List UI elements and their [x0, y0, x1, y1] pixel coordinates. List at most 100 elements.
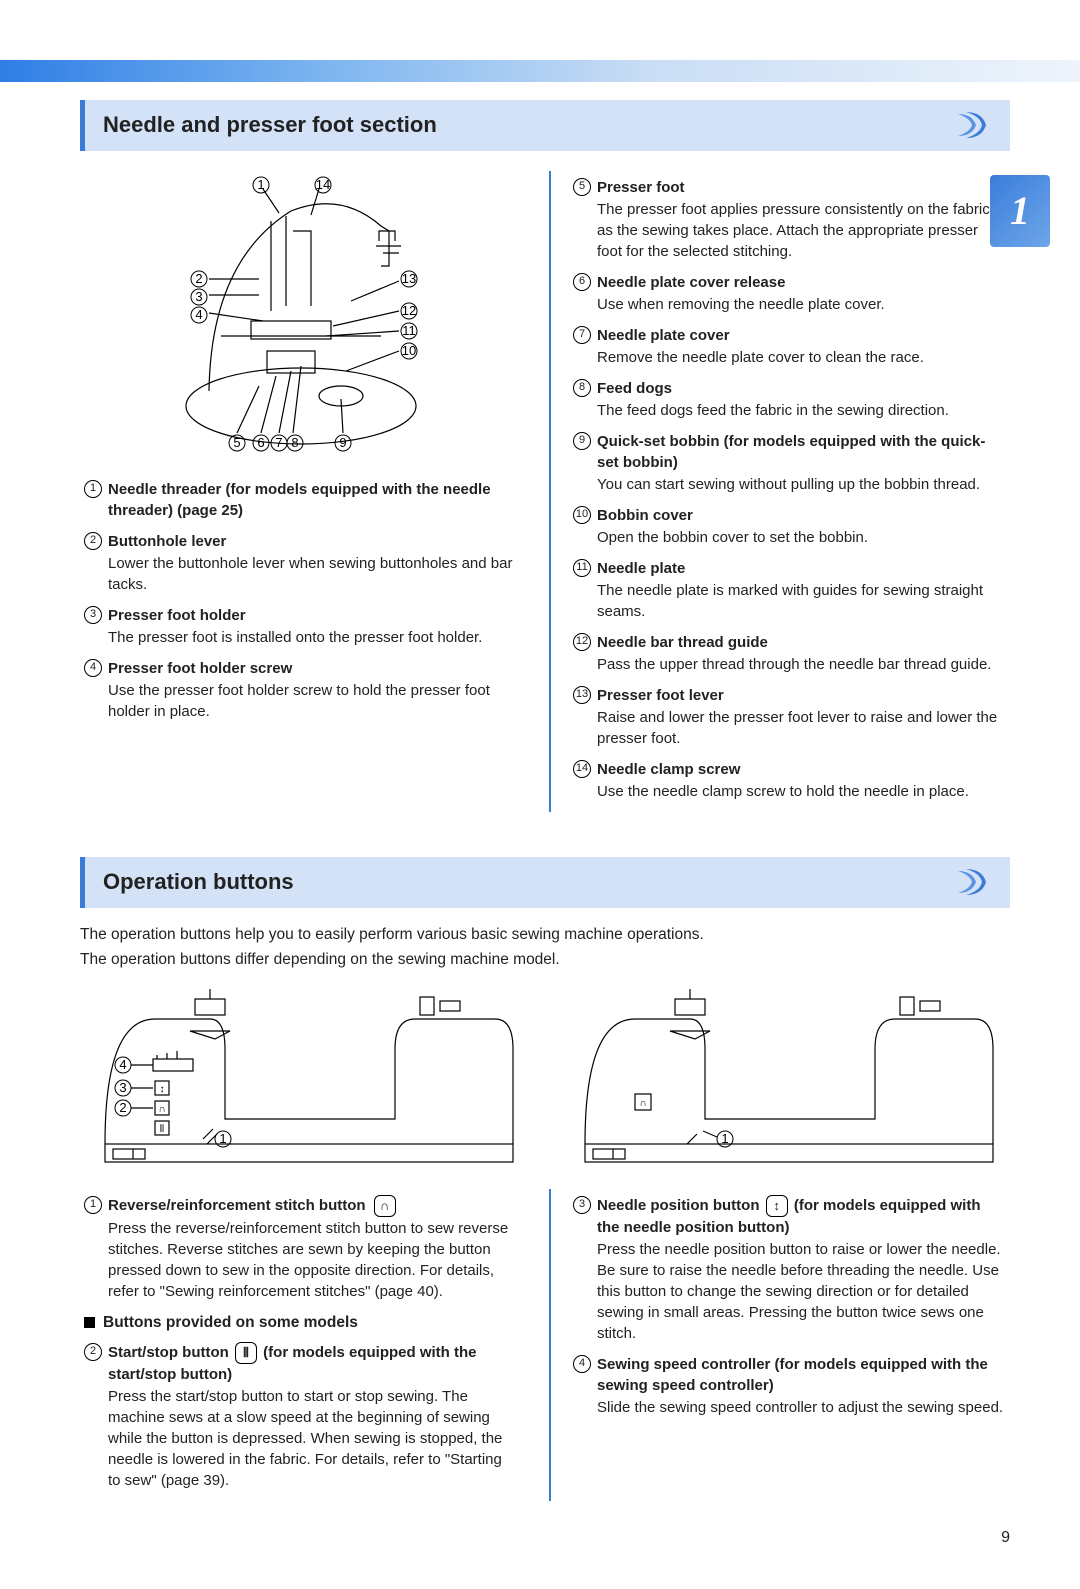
def-title: Needle clamp screw — [597, 759, 740, 780]
def-title: Bobbin cover — [597, 505, 693, 526]
def-body: Slide the sewing speed controller to adj… — [597, 1397, 1006, 1418]
def-title: Needle plate cover release — [597, 272, 785, 293]
operation-intro-2: The operation buttons differ depending o… — [80, 949, 1010, 971]
callout-num: 8 — [573, 379, 591, 397]
reverse-stitch-icon: ∩ — [374, 1195, 396, 1217]
def-title: Reverse/reinforcement stitch button — [108, 1195, 366, 1216]
def-body: Press the needle position button to rais… — [597, 1239, 1006, 1344]
svg-text:3: 3 — [119, 1080, 126, 1095]
def-body: Use when removing the needle plate cover… — [597, 294, 1006, 315]
def-body: The feed dogs feed the fabric in the sew… — [597, 400, 1006, 421]
svg-text:10: 10 — [401, 343, 415, 358]
callout-num: 10 — [573, 506, 591, 524]
section-title-text: Operation buttons — [103, 869, 294, 894]
operation-defs-right: 3 Needle position button ↕ (for models e… — [569, 1195, 1010, 1418]
page-number: 9 — [80, 1527, 1010, 1549]
section-title-operation: Operation buttons — [80, 857, 1010, 908]
callout-num: 3 — [573, 1196, 591, 1214]
def-title-pre: Needle position button — [597, 1197, 760, 1214]
needle-defs-right: 5 Presser footThe presser foot applies pr… — [569, 177, 1010, 802]
svg-text:4: 4 — [119, 1057, 126, 1072]
def-body: Use the presser foot holder screw to hol… — [108, 680, 517, 722]
def-title: Presser foot holder screw — [108, 658, 292, 679]
callout-num: 1 — [84, 1196, 102, 1214]
def-title: Presser foot lever — [597, 685, 724, 706]
svg-text:7: 7 — [275, 435, 282, 450]
needle-defs-left: 1 Needle threader (for models equipped wi… — [80, 479, 521, 722]
start-stop-icon: ⦀ — [235, 1342, 257, 1364]
callout-num: 4 — [84, 659, 102, 677]
def-title: Needle plate — [597, 558, 685, 579]
callout-num: 2 — [84, 1343, 102, 1361]
operation-intro-1: The operation buttons help you to easily… — [80, 924, 1010, 946]
chapter-tab: 1 — [990, 175, 1050, 247]
svg-text:6: 6 — [257, 435, 264, 450]
svg-text:11: 11 — [402, 323, 416, 338]
def-title: Needle threader (for models equipped wit… — [108, 479, 517, 521]
def-body: Remove the needle plate cover to clean t… — [597, 347, 1006, 368]
def-title: Feed dogs — [597, 378, 672, 399]
def-body: You can start sewing without pulling up … — [597, 474, 1006, 495]
operation-diagram-left: ↕ ∩ ⦀ 4 3 2 1 — [80, 989, 530, 1169]
operation-diagram-right: ∩ 1 — [560, 989, 1010, 1169]
square-bullet-icon — [84, 1317, 95, 1328]
svg-text:1: 1 — [721, 1131, 728, 1146]
svg-text:↕: ↕ — [160, 1084, 165, 1095]
sub-heading-text: Buttons provided on some models — [103, 1312, 358, 1334]
section-title-text: Needle and presser foot section — [103, 112, 437, 137]
chapter-number: 1 — [1010, 183, 1030, 239]
def-title: Needle plate cover — [597, 325, 730, 346]
def-title: Quick-set bobbin (for models equipped wi… — [597, 431, 1006, 473]
svg-text:13: 13 — [401, 271, 415, 286]
operation-defs-left: 1 Reverse/reinforcement stitch button ∩ … — [80, 1195, 521, 1491]
svg-text:1: 1 — [257, 177, 264, 192]
callout-num: 13 — [573, 686, 591, 704]
callout-num: 14 — [573, 760, 591, 778]
svg-text:2: 2 — [195, 271, 202, 286]
def-body: The needle plate is marked with guides f… — [597, 580, 1006, 622]
sub-heading: Buttons provided on some models — [84, 1312, 517, 1334]
arrow-deco-icon — [956, 108, 990, 142]
section-title-needle: Needle and presser foot section — [80, 100, 1010, 151]
callout-num: 12 — [573, 633, 591, 651]
svg-text:4: 4 — [195, 307, 202, 322]
def-body: Pass the upper thread through the needle… — [597, 654, 1006, 675]
def-title: Sewing speed controller (for models equi… — [597, 1354, 1006, 1396]
svg-text:14: 14 — [315, 177, 329, 192]
callout-num: 3 — [84, 606, 102, 624]
svg-text:⦀: ⦀ — [160, 1124, 164, 1135]
def-title: Presser foot — [597, 177, 685, 198]
callout-num: 5 — [573, 178, 591, 196]
callout-num: 4 — [573, 1355, 591, 1373]
header-gradient-bar — [0, 60, 1080, 82]
svg-text:9: 9 — [339, 435, 346, 450]
def-title: Buttonhole lever — [108, 531, 226, 552]
callout-num: 9 — [573, 432, 591, 450]
svg-text:2: 2 — [119, 1100, 126, 1115]
callout-num: 7 — [573, 326, 591, 344]
def-title-pre: Start/stop button — [108, 1344, 229, 1361]
svg-text:8: 8 — [291, 435, 298, 450]
svg-text:12: 12 — [401, 303, 415, 318]
callout-num: 1 — [84, 480, 102, 498]
svg-text:3: 3 — [195, 289, 202, 304]
def-title: Needle bar thread guide — [597, 632, 768, 653]
needle-position-icon: ↕ — [766, 1195, 788, 1217]
needle-foot-diagram: 1 14 2 3 4 13 12 11 10 5 6 7 8 — [151, 171, 451, 461]
def-body: Press the reverse/reinforcement stitch b… — [108, 1218, 517, 1302]
def-body: The presser foot applies pressure consis… — [597, 199, 1006, 262]
def-body: Lower the buttonhole lever when sewing b… — [108, 553, 517, 595]
def-title: Presser foot holder — [108, 605, 246, 626]
svg-text:5: 5 — [233, 435, 240, 450]
def-body: Open the bobbin cover to set the bobbin. — [597, 527, 1006, 548]
arrow-deco-icon — [956, 865, 990, 899]
def-body: Raise and lower the presser foot lever t… — [597, 707, 1006, 749]
svg-text:∩: ∩ — [639, 1098, 646, 1109]
def-body: The presser foot is installed onto the p… — [108, 627, 517, 648]
svg-text:∩: ∩ — [158, 1104, 165, 1115]
def-body: Use the needle clamp screw to hold the n… — [597, 781, 1006, 802]
callout-num: 2 — [84, 532, 102, 550]
callout-num: 11 — [573, 559, 591, 577]
svg-text:1: 1 — [219, 1131, 226, 1146]
callout-num: 6 — [573, 273, 591, 291]
